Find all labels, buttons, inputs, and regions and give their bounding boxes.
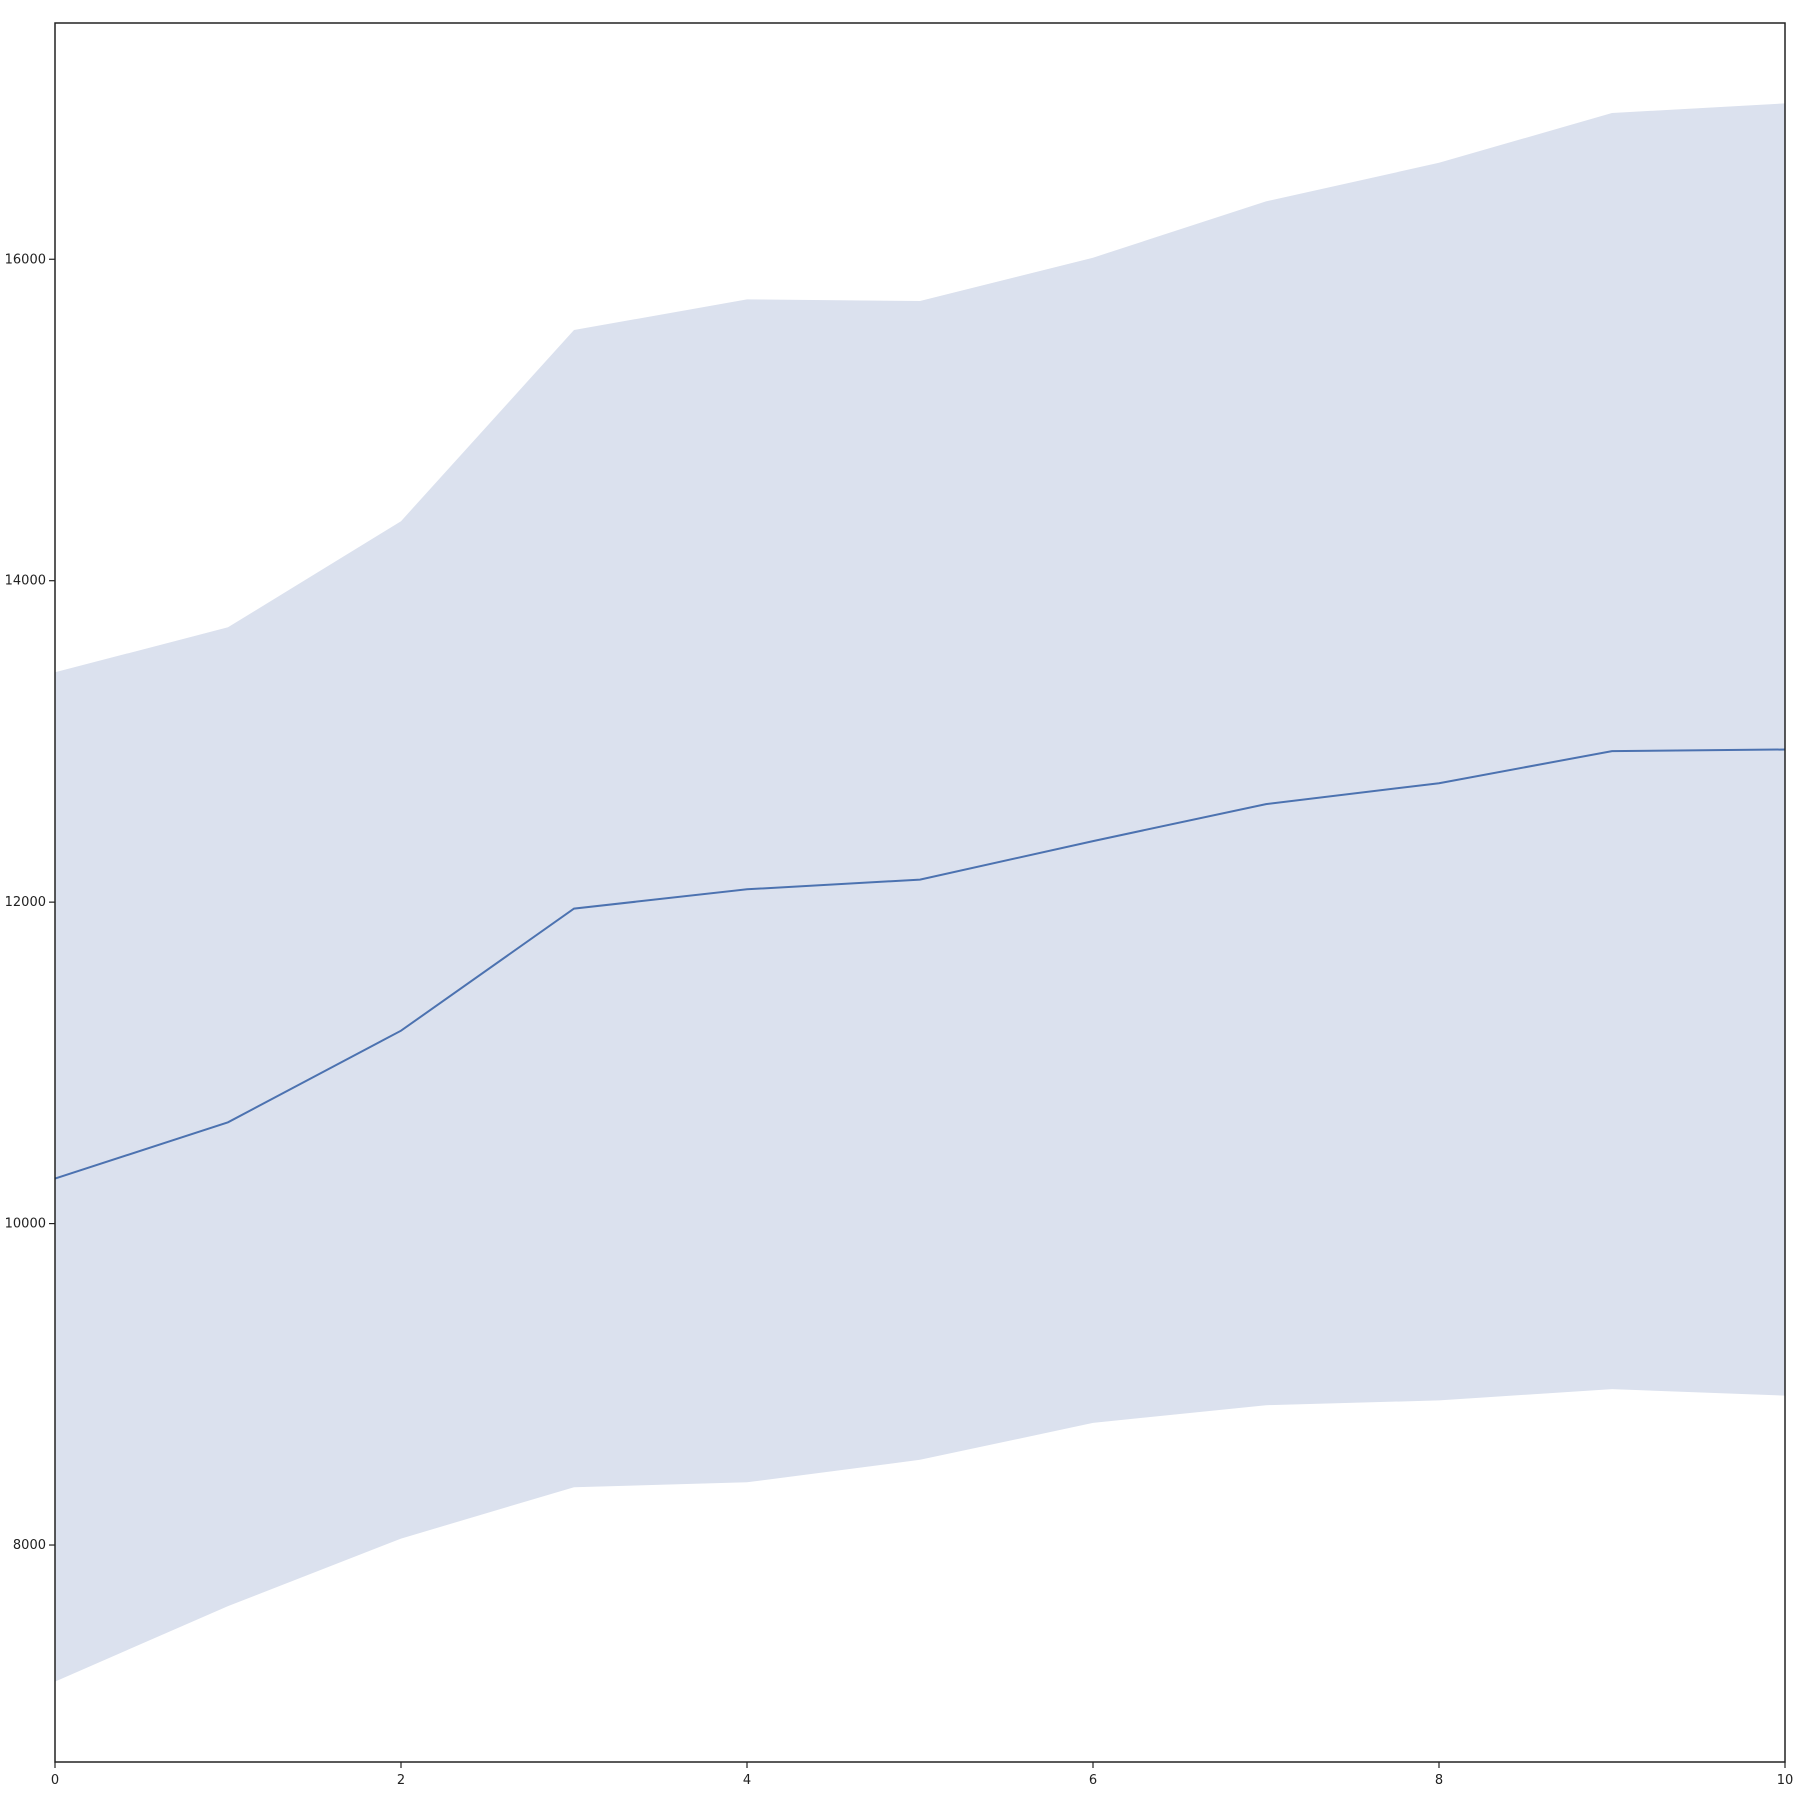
x-tick-label: 8 [1435,1773,1443,1788]
y-tick-label: 12000 [5,895,46,910]
plot-area [54,103,1786,1682]
axes-frame [54,22,1786,1763]
x-tick-label: 2 [397,1773,405,1788]
x-tick-label: 4 [743,1773,751,1788]
x-axis: 0 2 4 6 8 10 [51,1762,1793,1788]
x-tick-label: 6 [1089,1773,1097,1788]
series-line [54,748,1786,1180]
x-tick-label: 10 [1777,1773,1794,1788]
x-tick-label: 0 [51,1773,59,1788]
y-tick-label: 8000 [13,1538,46,1553]
confidence-band [55,103,1785,1682]
y-tick-label: 16000 [5,252,46,267]
y-axis: 8000 10000 12000 14000 16000 [5,252,55,1553]
y-tick-label: 10000 [5,1217,46,1232]
y-tick-label: 14000 [5,574,46,589]
